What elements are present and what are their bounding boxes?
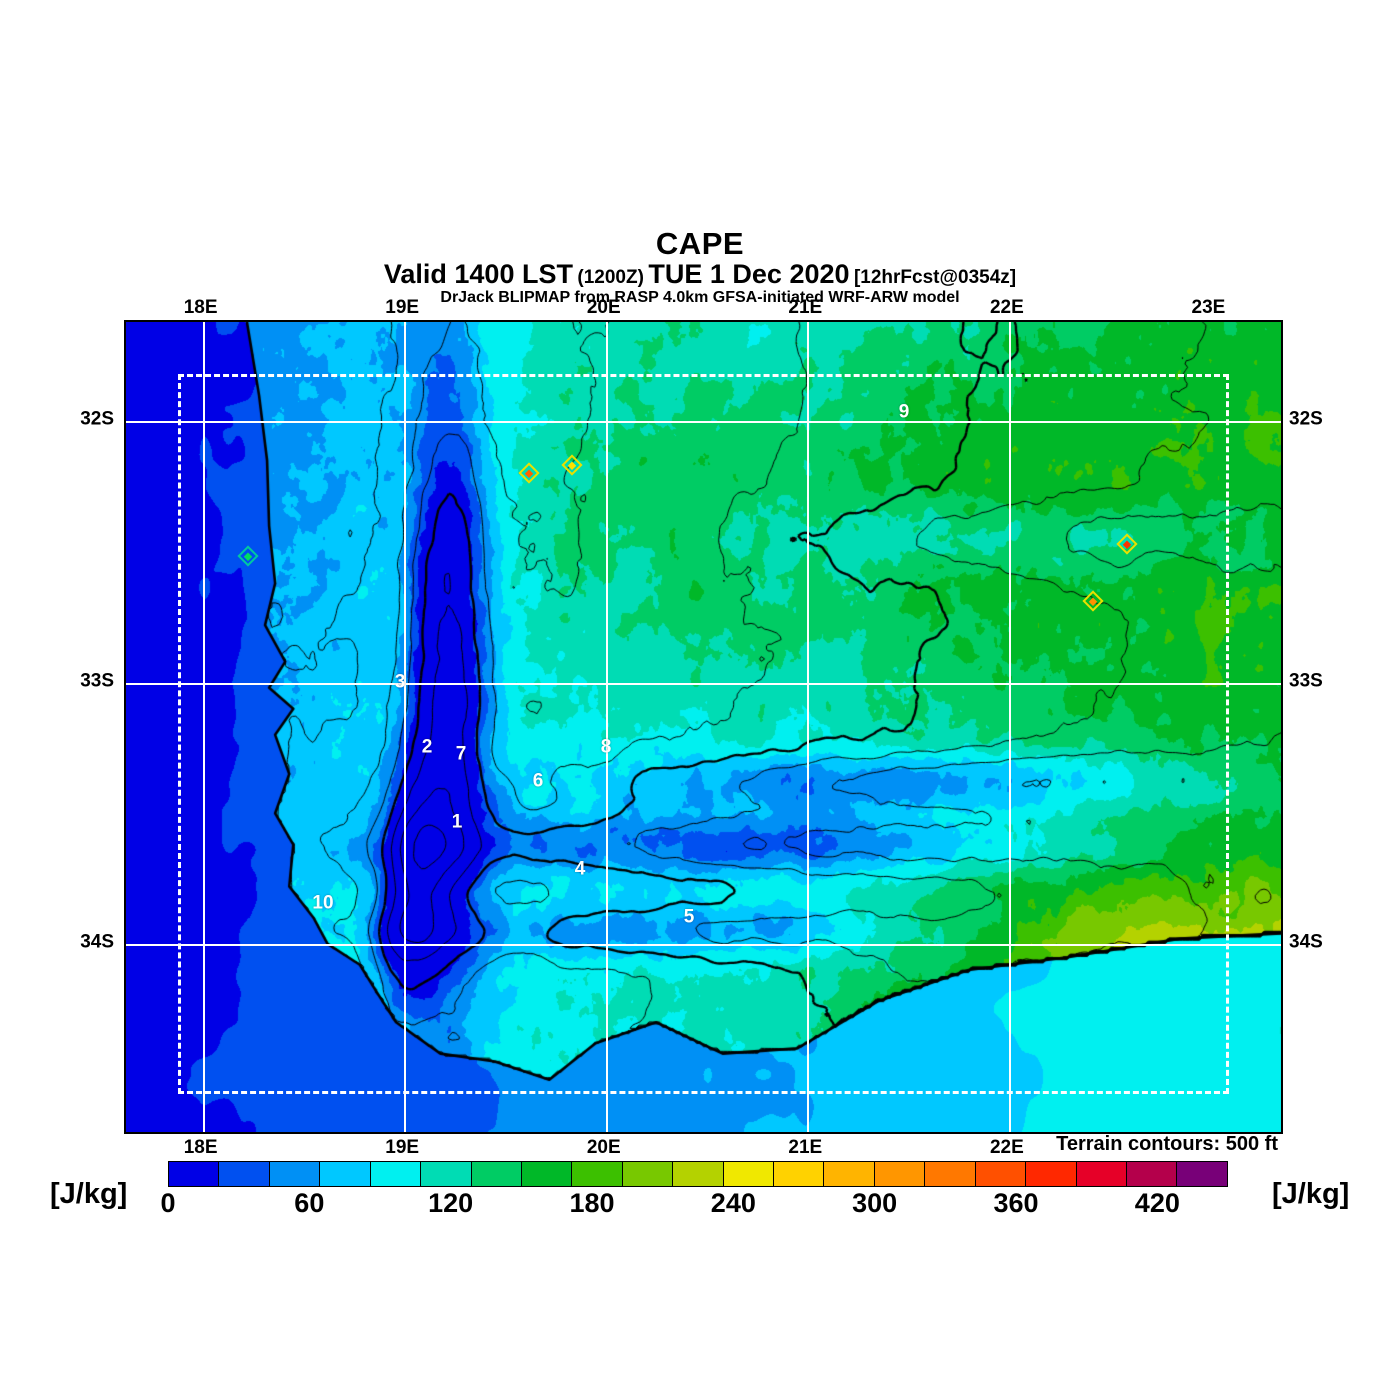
waypoint-marker-7[interactable]: 7 (455, 743, 467, 765)
axis-label-bottom-20E: 20E (586, 1137, 621, 1158)
colorbar-band-15 (925, 1162, 976, 1186)
axis-label-bottom-21E: 21E (788, 1137, 823, 1158)
colorbar-band-0 (169, 1162, 220, 1186)
colorbar-unit-right: [J/kg] (1272, 1178, 1350, 1210)
valid-time-label: Valid 1400 LST (383, 259, 573, 289)
colorbar-unit-left: [J/kg] (50, 1178, 128, 1210)
waypoint-marker-9[interactable]: 9 (898, 401, 910, 423)
valid-time-line: Valid 1400 LST (1200Z) TUE 1 Dec 2020 [1… (0, 261, 1400, 288)
valid-date-label: TUE 1 Dec 2020 (648, 259, 850, 289)
colorbar-band-5 (421, 1162, 472, 1186)
station-core (567, 460, 577, 470)
colorbar-tick-420: 420 (1134, 1188, 1180, 1218)
colorbar-tick-300: 300 (852, 1188, 898, 1218)
axis-label-top-18E: 18E (183, 297, 218, 318)
page-title: CAPE (655, 226, 745, 261)
station-core (1122, 539, 1132, 549)
waypoint-marker-10[interactable]: 10 (312, 892, 334, 914)
axis-label-left-34S: 34S (80, 931, 114, 953)
colorbar-tick-240: 240 (710, 1188, 756, 1218)
gridline-lon-18E (202, 322, 205, 1132)
colorbar (168, 1161, 1228, 1187)
station-core (524, 468, 534, 478)
station-core (243, 551, 253, 561)
waypoint-marker-8[interactable]: 8 (600, 736, 612, 758)
colorbar-band-18 (1076, 1162, 1128, 1186)
colorbar-band-17 (1026, 1162, 1077, 1186)
gridline-lon-20E (605, 322, 608, 1132)
station-core (1088, 596, 1098, 606)
axis-label-left-33S: 33S (80, 670, 114, 692)
axis-label-top-20E: 20E (586, 297, 621, 318)
gridline-lon-22E (1008, 322, 1011, 1132)
colorbar-band-20 (1177, 1162, 1227, 1186)
waypoint-marker-4[interactable]: 4 (574, 858, 586, 880)
colorbar-band-1 (219, 1162, 270, 1186)
colorbar-band-19 (1127, 1162, 1178, 1186)
cape-field-canvas (126, 322, 1281, 1132)
colorbar-band-12 (774, 1162, 825, 1186)
axis-label-top-23E: 23E (1191, 297, 1226, 318)
title-block: CAPE Valid 1400 LST (1200Z) TUE 1 Dec 20… (0, 228, 1400, 306)
axis-label-bottom-19E: 19E (385, 1137, 420, 1158)
axis-label-bottom-18E: 18E (183, 1137, 218, 1158)
waypoint-marker-3[interactable]: 3 (394, 671, 406, 693)
inner-domain-boundary (178, 374, 1229, 1094)
axis-label-right-33S: 33S (1289, 670, 1323, 692)
gridline-lon-19E (404, 322, 407, 1132)
axis-label-left-32S: 32S (80, 408, 114, 430)
waypoint-marker-6[interactable]: 6 (532, 770, 544, 792)
valid-time-utc: (1200Z) (577, 267, 644, 288)
colorbar-band-3 (320, 1162, 371, 1186)
model-credit-line: DrJack BLIPMAP from RASP 4.0km GFSA-init… (440, 289, 960, 306)
gridline-lat-32S (126, 421, 1281, 424)
colorbar-band-7 (521, 1162, 573, 1186)
waypoint-marker-1[interactable]: 1 (451, 811, 463, 833)
forecast-hour-tag: [12hrFcst@0354z] (853, 267, 1017, 288)
axis-label-bottom-22E: 22E (989, 1137, 1024, 1158)
colorbar-band-9 (622, 1162, 674, 1186)
colorbar-tick-360: 360 (993, 1188, 1039, 1218)
colorbar-band-6 (471, 1162, 522, 1186)
colorbar-band-16 (975, 1162, 1027, 1186)
colorbar-tick-180: 180 (569, 1188, 615, 1218)
axis-label-right-34S: 34S (1289, 931, 1323, 953)
colorbar-tick-0: 0 (160, 1188, 176, 1218)
axis-label-top-19E: 19E (385, 297, 420, 318)
colorbar-band-10 (673, 1162, 724, 1186)
colorbar-band-8 (572, 1162, 623, 1186)
colorbar-band-11 (723, 1162, 775, 1186)
gridline-lat-34S (126, 943, 1281, 946)
colorbar-tick-60: 60 (294, 1188, 325, 1218)
map-plot-frame: 1 2 3 4 5 6 7 8 9 10 (124, 320, 1283, 1134)
colorbar-tick-120: 120 (428, 1188, 474, 1218)
colorbar-band-13 (824, 1162, 875, 1186)
colorbar-band-14 (874, 1162, 926, 1186)
gridline-lat-33S (126, 682, 1281, 685)
colorbar-band-2 (269, 1162, 321, 1186)
axis-label-top-22E: 22E (989, 297, 1024, 318)
terrain-contour-note: Terrain contours: 500 ft (1056, 1133, 1278, 1155)
axis-label-right-32S: 32S (1289, 408, 1323, 430)
gridline-lon-21E (807, 322, 810, 1132)
waypoint-marker-5[interactable]: 5 (683, 906, 695, 928)
axis-label-top-21E: 21E (788, 297, 823, 318)
waypoint-marker-2[interactable]: 2 (421, 736, 433, 758)
colorbar-band-4 (370, 1162, 422, 1186)
